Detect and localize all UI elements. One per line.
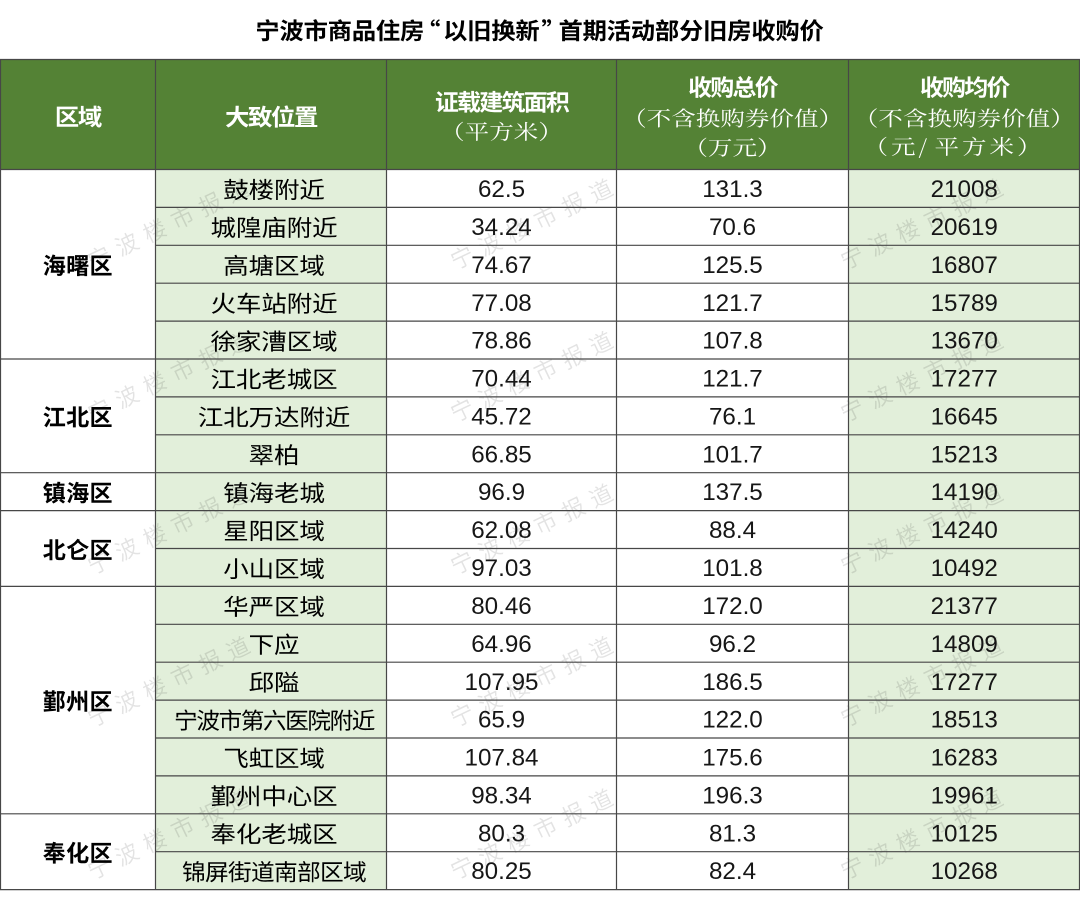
- svg-text:14190: 14190: [931, 479, 998, 506]
- svg-text:16283: 16283: [931, 745, 998, 772]
- svg-text:80.3: 80.3: [478, 820, 525, 847]
- svg-text:101.8: 101.8: [702, 555, 763, 582]
- svg-text:131.3: 131.3: [702, 176, 763, 203]
- svg-text:175.6: 175.6: [702, 745, 763, 772]
- svg-text:21008: 21008: [931, 176, 998, 203]
- svg-text:64.96: 64.96: [471, 631, 532, 658]
- svg-text:121.7: 121.7: [702, 290, 763, 317]
- svg-text:76.1: 76.1: [709, 404, 756, 431]
- svg-text:17277: 17277: [931, 366, 998, 393]
- svg-text:97.03: 97.03: [471, 555, 532, 582]
- svg-text:14809: 14809: [931, 631, 998, 658]
- svg-text:62.08: 62.08: [471, 517, 532, 544]
- svg-text:80.46: 80.46: [471, 593, 532, 620]
- svg-text:122.0: 122.0: [702, 707, 763, 734]
- svg-text:107.95: 107.95: [465, 669, 539, 696]
- svg-text:186.5: 186.5: [702, 669, 763, 696]
- svg-text:10125: 10125: [931, 820, 998, 847]
- svg-text:82.4: 82.4: [709, 858, 756, 885]
- svg-text:15789: 15789: [931, 290, 998, 317]
- svg-text:16807: 16807: [931, 252, 998, 279]
- svg-text:107.8: 107.8: [702, 328, 763, 355]
- svg-text:45.72: 45.72: [471, 404, 532, 431]
- svg-text:121.7: 121.7: [702, 366, 763, 393]
- svg-text:34.24: 34.24: [471, 214, 532, 241]
- svg-text:10492: 10492: [931, 555, 998, 582]
- svg-text:125.5: 125.5: [702, 252, 763, 279]
- svg-text:65.9: 65.9: [478, 707, 525, 734]
- svg-text:101.7: 101.7: [702, 441, 763, 468]
- svg-text:66.85: 66.85: [471, 441, 532, 468]
- svg-text:13670: 13670: [931, 328, 998, 355]
- svg-text:15213: 15213: [931, 441, 998, 468]
- svg-text:62.5: 62.5: [478, 176, 525, 203]
- svg-text:96.9: 96.9: [478, 479, 525, 506]
- svg-text:10268: 10268: [931, 858, 998, 885]
- svg-text:70.6: 70.6: [709, 214, 756, 241]
- svg-text:81.3: 81.3: [709, 820, 756, 847]
- svg-text:196.3: 196.3: [702, 783, 763, 810]
- svg-text:77.08: 77.08: [471, 290, 532, 317]
- svg-text:98.34: 98.34: [471, 783, 532, 810]
- svg-text:74.67: 74.67: [471, 252, 532, 279]
- svg-text:88.4: 88.4: [709, 517, 756, 544]
- svg-text:20619: 20619: [931, 214, 998, 241]
- svg-text:14240: 14240: [931, 517, 998, 544]
- svg-text:18513: 18513: [931, 707, 998, 734]
- svg-text:21377: 21377: [931, 593, 998, 620]
- svg-text:172.0: 172.0: [702, 593, 763, 620]
- svg-text:78.86: 78.86: [471, 328, 532, 355]
- svg-text:80.25: 80.25: [471, 858, 532, 885]
- svg-text:17277: 17277: [931, 669, 998, 696]
- svg-text:137.5: 137.5: [702, 479, 763, 506]
- svg-text:70.44: 70.44: [471, 366, 532, 393]
- svg-text:16645: 16645: [931, 404, 998, 431]
- svg-text:107.84: 107.84: [465, 745, 539, 772]
- svg-text:19961: 19961: [931, 783, 998, 810]
- svg-text:96.2: 96.2: [709, 631, 756, 658]
